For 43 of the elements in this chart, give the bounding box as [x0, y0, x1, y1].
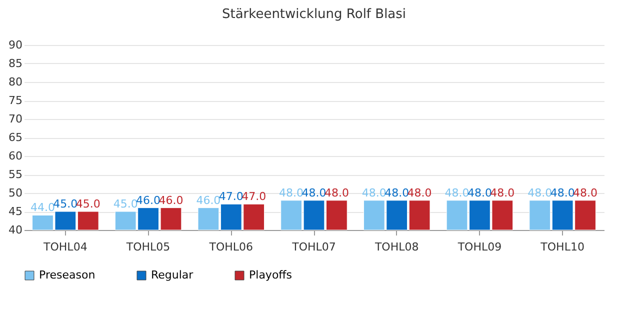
- y-tick-label: 90: [8, 38, 22, 52]
- data-label: 48.0: [573, 186, 598, 200]
- x-tick-label: TOHL10: [540, 240, 584, 254]
- x-tick-label: TOHL04: [42, 240, 88, 254]
- data-label: 48.0: [550, 186, 575, 200]
- y-tick-label: 65: [8, 131, 22, 144]
- data-label: 48.0: [302, 186, 326, 200]
- data-label: 47.0: [242, 190, 266, 204]
- y-tick-label: 85: [8, 57, 22, 70]
- chart-title: Stärkeentwicklung Rolf Blasi: [222, 7, 406, 22]
- y-tick-label: 40: [8, 224, 22, 236]
- y-tick-label: 75: [8, 94, 22, 107]
- data-label: 48.0: [324, 186, 349, 200]
- x-tick-label: TOHL09: [456, 240, 502, 254]
- data-label: 48.0: [384, 186, 410, 200]
- data-label: 45.0: [76, 198, 100, 210]
- x-tick-label: TOHL08: [374, 240, 419, 254]
- data-label: 45.0: [53, 198, 78, 210]
- data-label: 48.0: [528, 186, 552, 200]
- legend-label: Playoffs: [249, 268, 292, 282]
- y-tick-label: 45: [8, 205, 22, 218]
- data-label: 46.0: [158, 194, 184, 207]
- data-label: 48.0: [407, 186, 432, 200]
- data-label: 44.0: [30, 201, 55, 214]
- data-label: 47.0: [218, 190, 244, 204]
- data-label: 46.0: [136, 194, 161, 207]
- y-tick-label: 50: [8, 186, 22, 200]
- data-label: 48.0: [362, 186, 386, 200]
- x-tick-label: TOHL06: [208, 240, 254, 254]
- y-tick-label: 80: [8, 76, 22, 88]
- x-tick-label: TOHL07: [291, 240, 336, 254]
- data-label: 48.0: [467, 186, 492, 200]
- legend-label: Preseason: [39, 268, 96, 282]
- data-label: 48.0: [444, 186, 470, 200]
- data-label: 48.0: [490, 186, 515, 200]
- legend-label: Regular: [151, 268, 194, 282]
- y-tick-label: 70: [8, 112, 22, 126]
- y-tick-label: 55: [8, 168, 22, 181]
- data-label: 46.0: [196, 194, 221, 207]
- y-tick-label: 60: [8, 150, 22, 162]
- data-label: 48.0: [279, 186, 304, 200]
- x-tick-label: TOHL05: [125, 240, 170, 254]
- data-label: 45.0: [113, 198, 138, 210]
